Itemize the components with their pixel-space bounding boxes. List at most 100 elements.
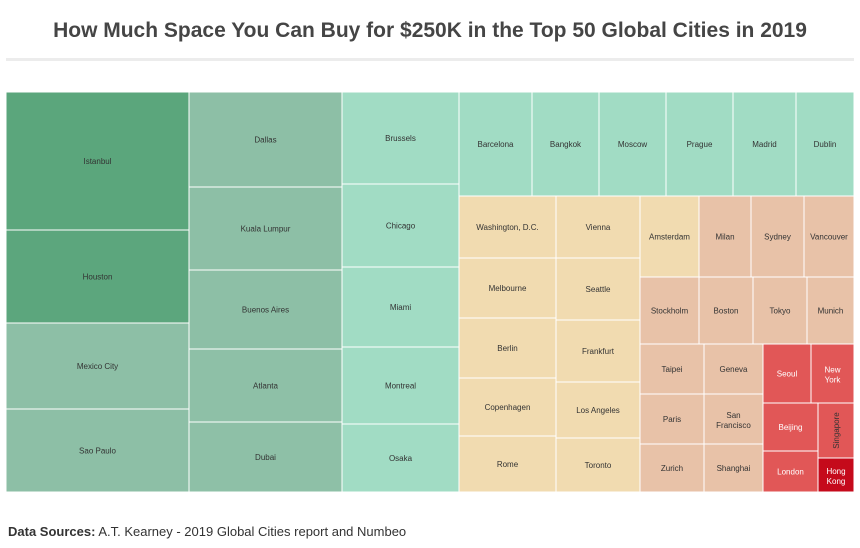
tile-rect — [555, 437, 641, 493]
tile-rect — [810, 343, 855, 404]
tile-hong-kong: Hong KongHong Kong — [817, 457, 855, 493]
tile-rect — [188, 186, 343, 271]
tile-label: Zurich — [661, 464, 683, 473]
tile-moscow: Moscow — [598, 91, 667, 197]
tile-label: Munich — [818, 307, 844, 316]
tile-label: Seoul — [777, 370, 798, 379]
tile-vienna: Vienna — [555, 195, 641, 259]
tile-miami: Miami — [341, 266, 460, 348]
tile-beijing: Beijing — [762, 402, 819, 452]
tile-label: Istanbul — [83, 157, 111, 166]
tile-label: San FranciscoSan Francisco — [716, 411, 751, 430]
tile-rect — [703, 443, 764, 493]
tile-label: Toronto — [585, 461, 612, 470]
tile-taipei: Taipei — [639, 343, 705, 395]
tile-label: Barcelona — [477, 140, 514, 149]
tile-rect — [639, 195, 700, 278]
tile-label: London — [777, 468, 804, 477]
tile-rect — [458, 257, 557, 319]
tile-rect — [750, 195, 805, 278]
tile-rect — [5, 91, 190, 231]
tile-barcelona: Barcelona — [458, 91, 533, 197]
tile-rect — [555, 319, 641, 383]
tile-rect — [703, 393, 764, 445]
data-sources: Data Sources: A.T. Kearney - 2019 Global… — [8, 524, 406, 539]
tile-label: Boston — [714, 307, 739, 316]
tile-rect — [5, 229, 190, 324]
tile-vancouver: Vancouver — [803, 195, 855, 278]
tile-label: Sao Paulo — [79, 447, 116, 456]
tile-madrid: Madrid — [732, 91, 797, 197]
tile-shanghai: Shanghai — [703, 443, 764, 493]
tile-rect — [806, 276, 855, 345]
data-sources-text: A.T. Kearney - 2019 Global Cities report… — [98, 524, 407, 539]
tile-dubai: Dubai — [188, 421, 343, 493]
tile-rect — [188, 421, 343, 493]
tile-rect — [639, 393, 705, 445]
tile-singapore: Singapore — [817, 402, 855, 459]
tile-label: Montreal — [385, 382, 416, 391]
tile-washington-d-c: Washington, D.C. — [458, 195, 557, 259]
tile-label: Dallas — [254, 136, 276, 145]
tile-berlin: Berlin — [458, 317, 557, 379]
tile-label: Shanghai — [717, 464, 751, 473]
tile-label: Bangkok — [550, 140, 582, 149]
tile-melbourne: Melbourne — [458, 257, 557, 319]
tile-istanbul: Istanbul — [5, 91, 190, 231]
tile-label: Frankfurt — [582, 347, 615, 356]
tile-label: Dublin — [814, 140, 837, 149]
tile-seoul: Seoul — [762, 343, 812, 404]
tile-rect — [458, 195, 557, 259]
tile-montreal: Montreal — [341, 346, 460, 425]
tile-rect — [341, 91, 460, 185]
tile-rect — [703, 343, 764, 395]
tile-houston: Houston — [5, 229, 190, 324]
tile-los-angeles: Los Angeles — [555, 381, 641, 439]
tile-label: Brussels — [385, 134, 416, 143]
tile-label: Paris — [663, 415, 681, 424]
tile-milan: Milan — [698, 195, 752, 278]
tile-rect — [698, 276, 754, 345]
tile-label: Vancouver — [810, 233, 848, 242]
tile-rect — [795, 91, 855, 197]
tile-rect — [458, 377, 557, 437]
tile-sao-paulo: Sao Paulo — [5, 408, 190, 493]
tile-label: Taipei — [662, 365, 683, 374]
tile-rect — [5, 408, 190, 493]
tile-rect — [639, 276, 700, 345]
tile-prague: Prague — [665, 91, 734, 197]
tile-label: Osaka — [389, 454, 413, 463]
data-sources-label: Data Sources: — [8, 524, 96, 539]
tile-zurich: Zurich — [639, 443, 705, 493]
tile-dallas: Dallas — [188, 91, 343, 188]
tile-paris: Paris — [639, 393, 705, 445]
tile-rect — [817, 402, 855, 459]
tile-copenhagen: Copenhagen — [458, 377, 557, 437]
tile-seattle: Seattle — [555, 257, 641, 321]
tile-rect — [5, 322, 190, 410]
tile-rect — [341, 423, 460, 493]
tile-label: Geneva — [719, 365, 748, 374]
tile-frankfurt: Frankfurt — [555, 319, 641, 383]
tile-label: Los Angeles — [576, 406, 620, 415]
tile-label: Sydney — [764, 233, 791, 242]
tile-rect — [341, 346, 460, 425]
tile-sydney: Sydney — [750, 195, 805, 278]
tile-label: Madrid — [752, 140, 776, 149]
tile-rect — [555, 257, 641, 321]
tile-buenos-aires: Buenos Aires — [188, 269, 343, 350]
tile-rect — [803, 195, 855, 278]
tile-label: Tokyo — [770, 307, 791, 316]
tile-label: Copenhagen — [485, 403, 531, 412]
tile-rect — [531, 91, 600, 197]
tile-rect — [188, 269, 343, 350]
tile-label: Rome — [497, 460, 519, 469]
chart-title: How Much Space You Can Buy for $250K in … — [53, 19, 807, 42]
tile-rect — [598, 91, 667, 197]
tile-bangkok: Bangkok — [531, 91, 600, 197]
tile-mexico-city: Mexico City — [5, 322, 190, 410]
tile-label: Dubai — [255, 453, 276, 462]
tile-rect — [639, 443, 705, 493]
tile-rome: Rome — [458, 435, 557, 493]
